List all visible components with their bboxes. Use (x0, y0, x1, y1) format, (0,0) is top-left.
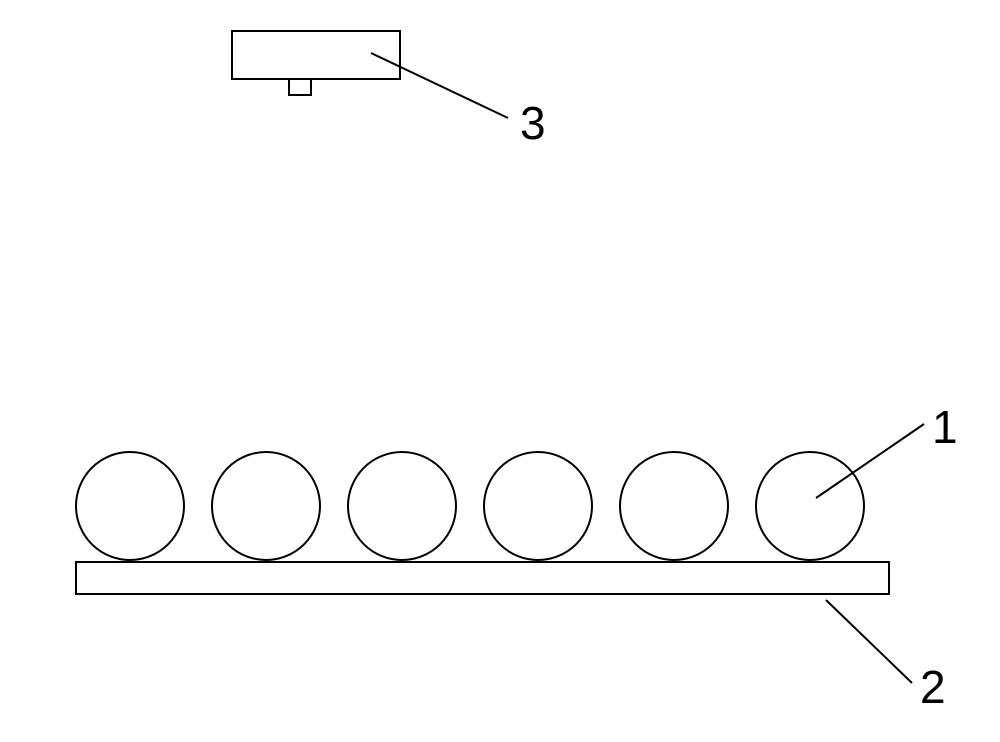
label-1: 1 (932, 400, 958, 454)
leader-1 (816, 424, 924, 498)
leader-2 (826, 600, 912, 683)
leader-3 (371, 53, 508, 118)
label-2: 2 (920, 660, 946, 714)
label-3: 3 (520, 96, 546, 150)
leader-lines (0, 0, 1000, 742)
diagram-canvas: 3 1 2 (0, 0, 1000, 742)
